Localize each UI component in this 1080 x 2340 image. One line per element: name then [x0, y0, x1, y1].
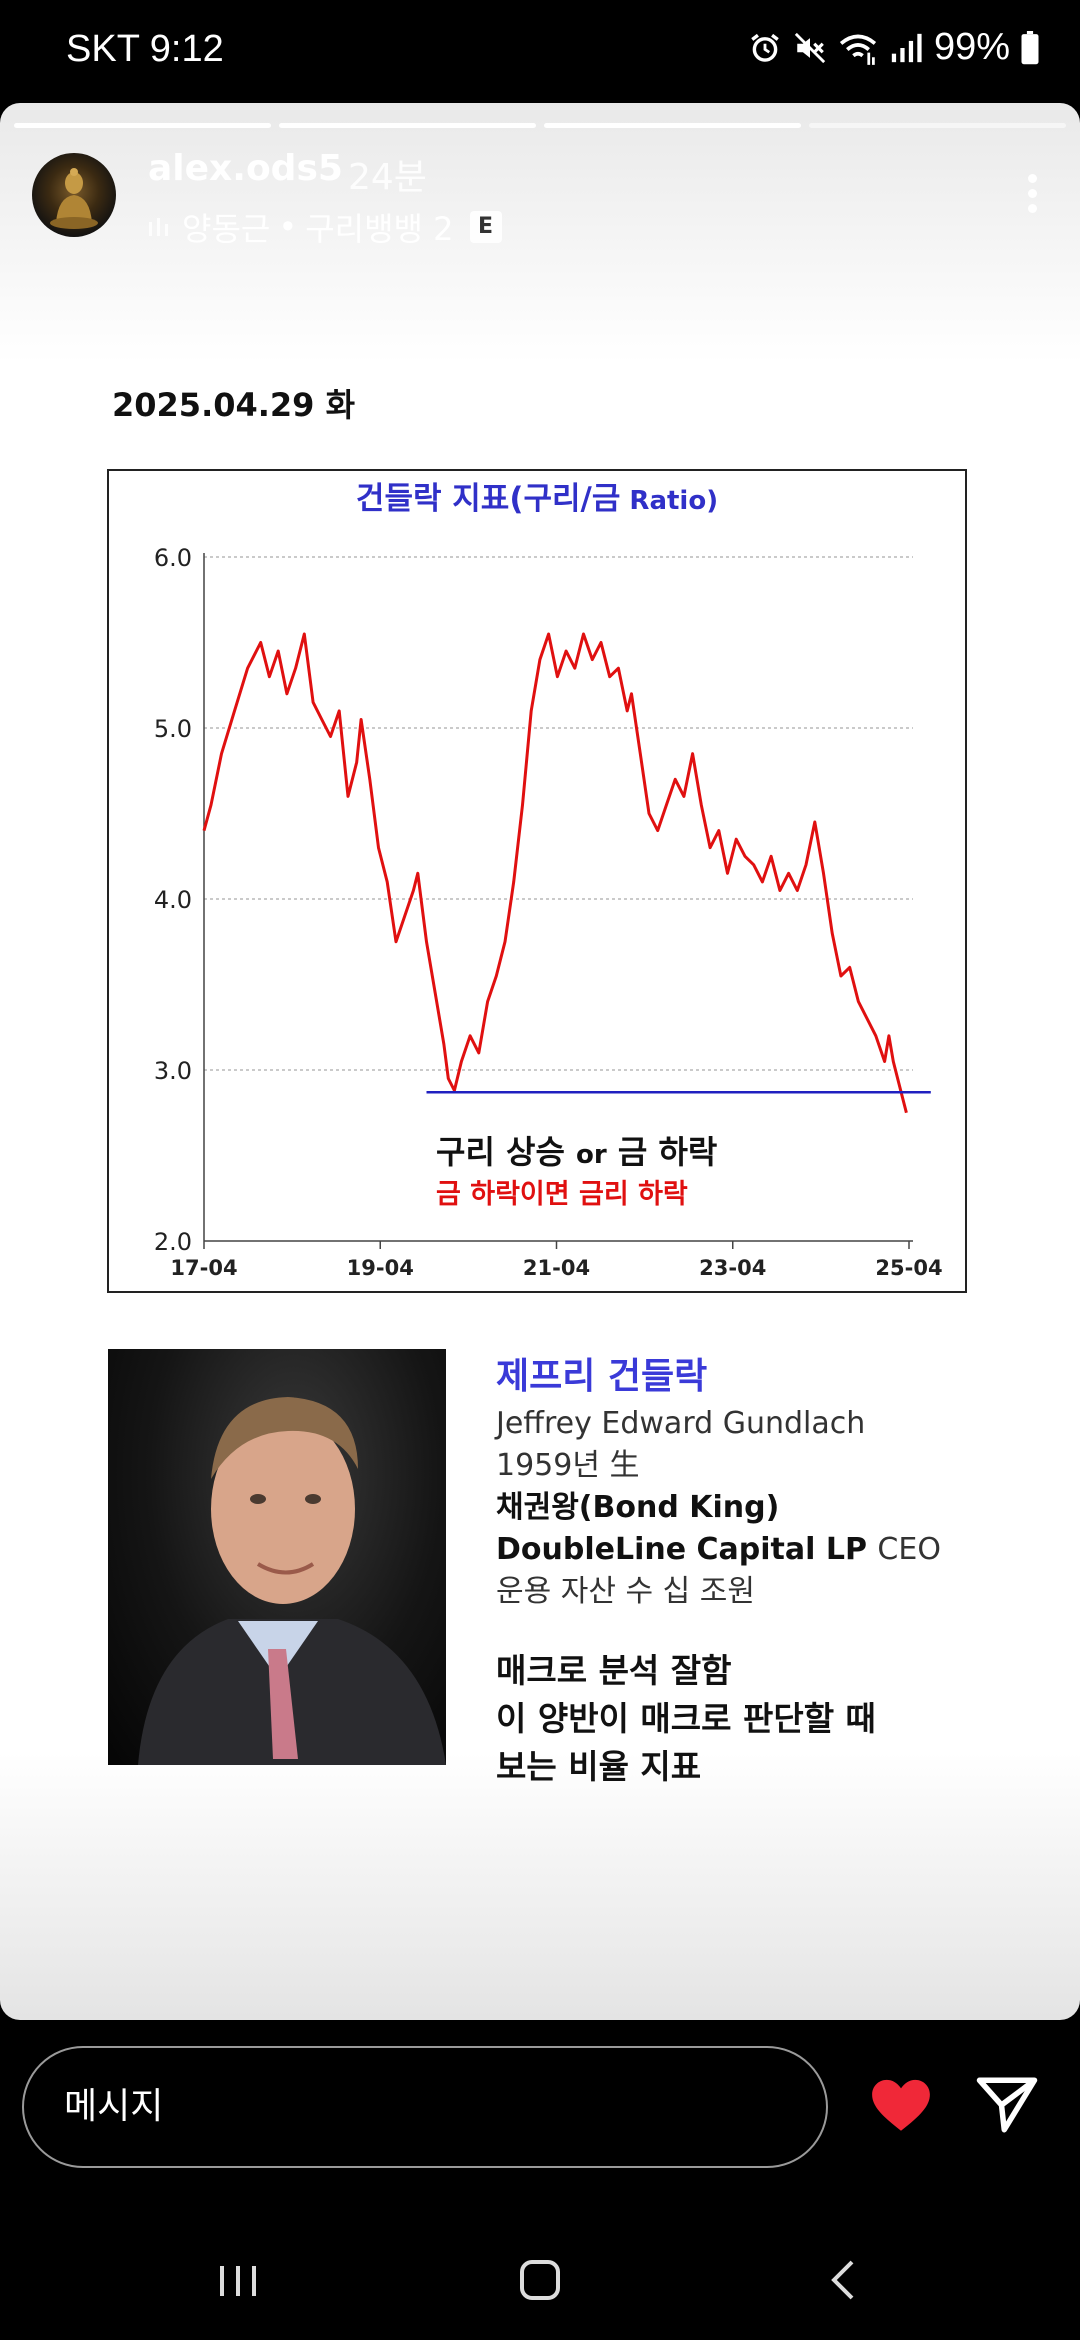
- chart-title-suffix: Ratio): [620, 486, 718, 516]
- chart-annotation-sub: 금 하락이면 금리 하락: [436, 1179, 688, 1210]
- progress-segment: [14, 123, 271, 128]
- bio-role: CEO: [877, 1532, 941, 1567]
- chart-annotation-main: 구리 상승 or 금 하락: [436, 1133, 717, 1171]
- portrait-photo: [108, 1349, 446, 1765]
- music-artist: 양동근: [182, 210, 271, 248]
- signal-icon: [891, 33, 922, 62]
- bio-full-name: Jeffrey Edward Gundlach: [496, 1406, 866, 1441]
- bio-born: 1959년 生: [496, 1448, 640, 1483]
- chart: 건들락 지표(구리/금 Ratio) 2.0 3.0 4.0 5.0 6.0 17-04 1…: [107, 469, 967, 1293]
- music-title: 구리뱅뱅 2: [305, 210, 454, 248]
- y-tick-label: 2.0: [154, 1228, 192, 1256]
- mute-icon: [794, 32, 826, 63]
- x-tick-label: 21-04: [523, 1256, 590, 1280]
- bio-company: DoubleLine Capital LP: [496, 1532, 867, 1567]
- bio-note-1: 매크로 분석 잘함: [496, 1651, 732, 1690]
- annotation-or: or: [576, 1140, 607, 1170]
- clock: 9:12: [149, 28, 224, 70]
- wifi-icon: [839, 34, 877, 65]
- explicit-badge: E: [469, 211, 502, 243]
- battery-icon: [1021, 30, 1039, 64]
- username[interactable]: alex.ods5: [148, 148, 343, 189]
- status-bar: SKT 9:12: [0, 0, 1080, 100]
- system-nav-bar: [0, 2220, 1080, 2340]
- ratio-series-line: [202, 632, 908, 1114]
- x-tick-label: 19-04: [347, 1256, 414, 1280]
- annotation-gold-down: 금 하락: [618, 1133, 717, 1171]
- y-tick-label: 5.0: [154, 715, 192, 743]
- heart-icon[interactable]: [868, 2073, 934, 2139]
- bio-note-2: 이 양반이 매크로 판단할 때: [496, 1699, 876, 1738]
- music-bars-icon: [149, 218, 168, 236]
- story-viewer[interactable]: alex.ods5 24분 양동근 • 구리뱅뱅 2 E 2025.04.29 …: [0, 103, 1080, 2020]
- y-tick-label: 6.0: [154, 544, 192, 572]
- carrier-label: SKT: [66, 28, 140, 70]
- progress-segment: [809, 123, 1066, 128]
- post-date: 2025.04.29 화: [112, 386, 356, 424]
- more-options-icon[interactable]: [1012, 168, 1052, 228]
- y-tick-label: 3.0: [154, 1057, 192, 1085]
- avatar[interactable]: [32, 153, 116, 237]
- person-portrait-icon: [138, 1397, 446, 1765]
- send-icon[interactable]: [974, 2072, 1040, 2138]
- chart-title-main: 건들락 지표(구리/금: [356, 481, 620, 517]
- home-icon[interactable]: [500, 2250, 580, 2310]
- buddha-statue-icon: [50, 168, 98, 229]
- status-icons: 99%: [748, 26, 1040, 69]
- bio-panel: 제프리 건들락 Jeffrey Edward Gundlach 1959년 生 …: [496, 1351, 1036, 1791]
- bio-note-3: 보는 비율 지표: [496, 1747, 702, 1786]
- alarm-icon: [751, 33, 779, 62]
- bio-company-row: DoubleLine Capital LP CEO: [496, 1529, 1036, 1571]
- chart-canvas: 건들락 지표(구리/금 Ratio) 2.0 3.0 4.0 5.0 6.0 17-04 1…: [154, 481, 943, 1280]
- y-tick-label: 4.0: [154, 886, 192, 914]
- progress-segment: [279, 123, 536, 128]
- x-tick-label: 17-04: [170, 1256, 237, 1280]
- bio-name: 제프리 건들락: [496, 1356, 708, 1397]
- story-header: alex.ods5 24분 양동근 • 구리뱅뱅 2 E: [32, 148, 1052, 258]
- bio-aum: 운용 자산 수 십 조원: [496, 1574, 755, 1609]
- recent-apps-icon[interactable]: [200, 2250, 280, 2310]
- x-tick-label: 25-04: [875, 1256, 942, 1280]
- story-progress: [14, 123, 1066, 128]
- time-ago: 24분: [348, 157, 427, 198]
- battery-percent: 99%: [933, 26, 1010, 68]
- progress-segment: [544, 123, 801, 128]
- chart-title: 건들락 지표(구리/금 Ratio): [356, 481, 718, 517]
- music-separator: •: [278, 208, 298, 246]
- annotation-copper-up: 구리 상승: [436, 1133, 565, 1171]
- x-tick-label: 23-04: [699, 1256, 766, 1280]
- music-info[interactable]: 양동근 • 구리뱅뱅 2 E: [148, 204, 502, 250]
- message-input[interactable]: 메시지: [22, 2046, 828, 2168]
- carrier-time: SKT 9:12: [66, 28, 224, 71]
- back-icon[interactable]: [804, 2250, 884, 2310]
- bio-title: 채권왕(Bond King): [496, 1490, 780, 1525]
